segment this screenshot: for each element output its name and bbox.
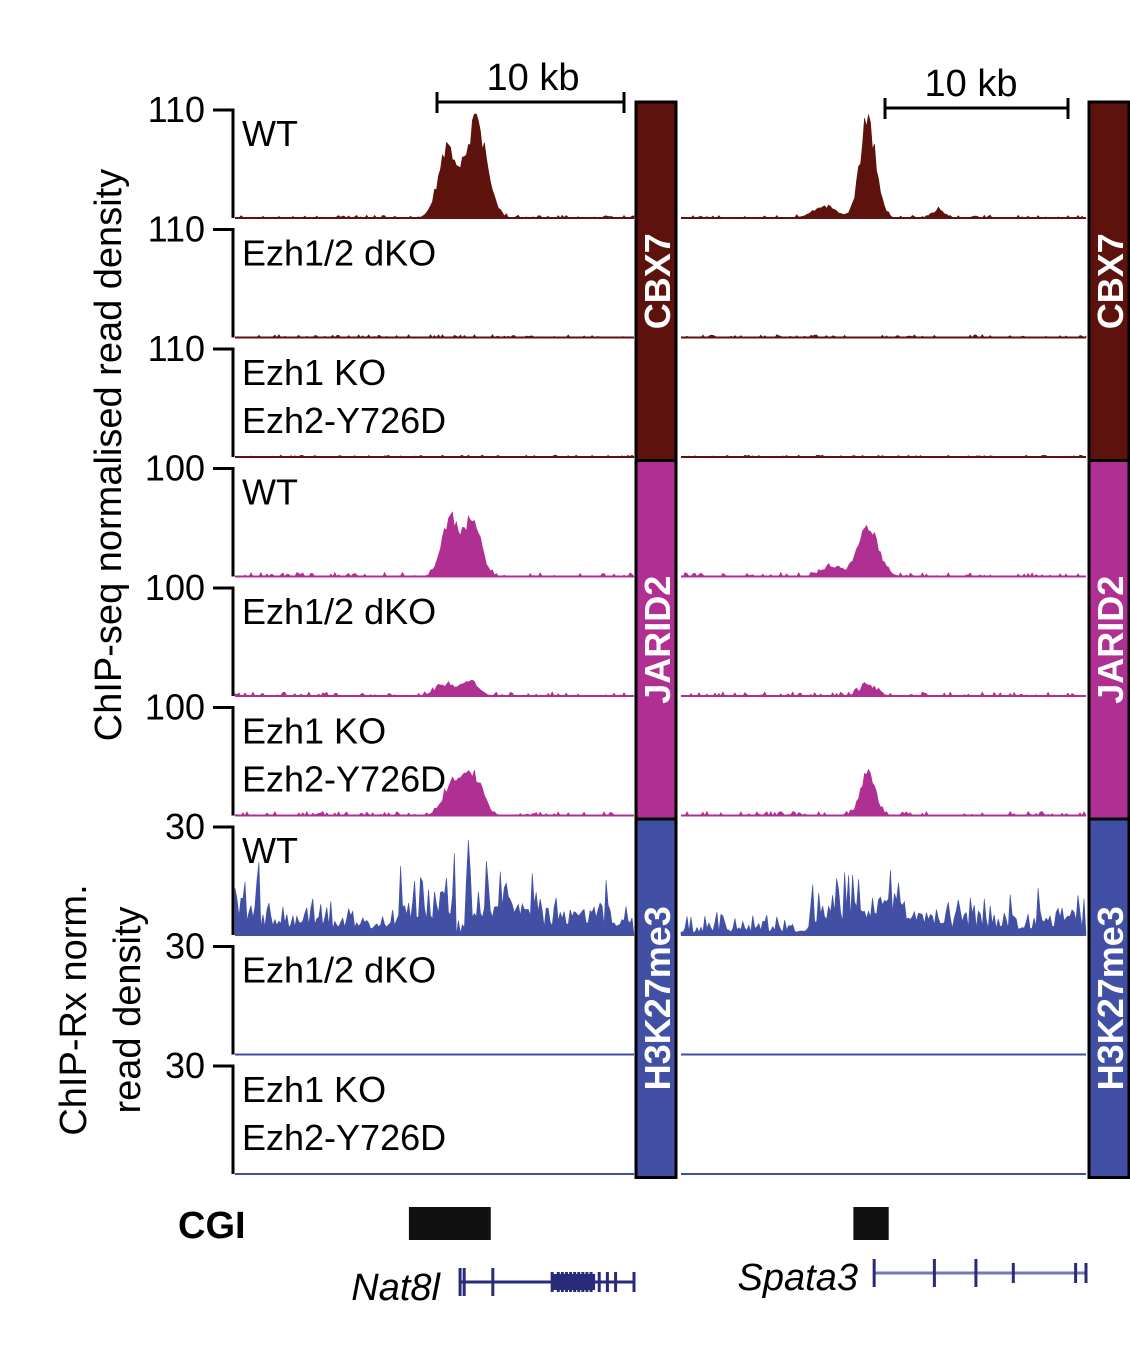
track-ymax-label: 30 [165, 926, 205, 967]
mark-label-cbx7-2: CBX7 [1090, 233, 1130, 329]
condition-label: Ezh1 KO [242, 711, 386, 752]
coverage-cbx7-spata3 [681, 114, 1086, 219]
coverage-jarid2-nat8l [235, 511, 635, 578]
gene-model-nat8l [458, 1268, 636, 1296]
condition-label: Ezh1 KO [242, 352, 386, 393]
condition-label-line2: Ezh2-Y726D [242, 400, 446, 441]
track-axis: 30 WT [165, 806, 298, 935]
track-axis: 30 Ezh1/2 dKO [165, 926, 436, 1055]
cgi-block-spata3 [853, 1207, 889, 1240]
exon-cluster [552, 1274, 596, 1290]
ylabel-chipseq: ChIP-seq normalised read density [88, 169, 130, 741]
gene-models [458, 1259, 1088, 1296]
track-axis: 110 Ezh1/2 dKO [148, 209, 436, 338]
gene-name-spata3: Spata3 [738, 1257, 858, 1299]
track-ymax-label: 110 [148, 328, 205, 369]
track-axis: 100 WT [145, 448, 298, 577]
scalebar-left: 10 kb [435, 57, 626, 113]
track-ymax-label: 30 [165, 806, 205, 847]
track-axis: 100 Ezh1 KO Ezh2-Y726D [145, 687, 446, 816]
mark-bar-h3k27me3-1 [634, 817, 678, 1179]
condition-label: Ezh1/2 dKO [242, 233, 436, 274]
coverage-jarid2-spata3 [681, 768, 1087, 817]
track-axis: 110 WT [148, 89, 298, 218]
scalebar-right-label: 10 kb [925, 63, 1018, 105]
condition-label-line2: Ezh2-Y726D [242, 759, 446, 800]
coverage-h3k27me3-nat8l [234, 840, 635, 936]
mark-label-bars: CBX7 CBX7 JARID2 JARID2 H3K27me3 H3K27me3 [634, 100, 1130, 1179]
coverage-jarid2-spata3 [681, 524, 1086, 578]
track-ymax-label: 30 [165, 1045, 205, 1086]
condition-label: Ezh1/2 dKO [242, 591, 436, 632]
mark-label-jarid2-2: JARID2 [1090, 576, 1130, 704]
track-ymax-label: 110 [148, 89, 205, 130]
condition-label: WT [242, 113, 298, 154]
ylabel-chiprx-line2: read density [107, 906, 149, 1113]
cgi-label: CGI [178, 1205, 246, 1247]
condition-label: Ezh1/2 dKO [242, 950, 436, 991]
ylabel-chiprx-line1: ChIP-Rx norm. [53, 884, 95, 1135]
gene-model-spata3 [872, 1259, 1088, 1287]
mark-bar-jarid2-2 [1087, 459, 1130, 821]
mark-label-cbx7-1: CBX7 [637, 233, 678, 329]
mark-label-h3k27me3-1: H3K27me3 [637, 906, 678, 1090]
mark-bar-h3k27me3-2 [1087, 817, 1130, 1179]
scalebar-left-label: 10 kb [487, 57, 580, 99]
gene-name-nat8l: Nat8l [351, 1267, 441, 1309]
track-ymax-label: 100 [145, 448, 205, 489]
coverage-jarid2-nat8l [234, 679, 635, 697]
track-ymax-label: 100 [145, 567, 205, 608]
track-axis: 110 Ezh1 KO Ezh2-Y726D [148, 328, 446, 457]
mark-label-h3k27me3-2: H3K27me3 [1090, 906, 1130, 1090]
mark-label-jarid2-1: JARID2 [637, 576, 678, 704]
condition-label-line2: Ezh2-Y726D [242, 1117, 446, 1158]
coverage-jarid2-spata3 [681, 682, 1086, 697]
mark-bar-cbx7-2 [1087, 100, 1130, 462]
condition-label: Ezh1 KO [242, 1069, 386, 1110]
cgi-block-nat8l [408, 1207, 491, 1240]
cgi-track [408, 1207, 889, 1240]
track-ymax-label: 110 [148, 209, 205, 250]
track-axis: 100 Ezh1/2 dKO [145, 567, 436, 696]
scalebar-right: 10 kb [883, 63, 1070, 119]
condition-label: WT [242, 830, 298, 871]
condition-label: WT [242, 472, 298, 513]
track-axis: 30 Ezh1 KO Ezh2-Y726D [165, 1045, 446, 1174]
coverage-h3k27me3-spata3 [680, 870, 1087, 936]
track-ymax-label: 100 [145, 687, 205, 728]
